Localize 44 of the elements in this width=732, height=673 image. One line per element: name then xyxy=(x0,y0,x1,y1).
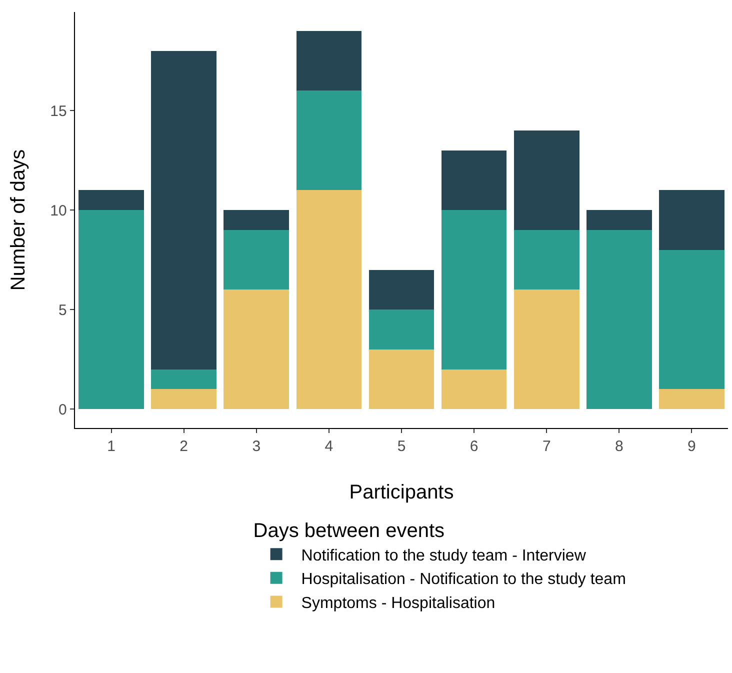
x-tick-label: 2 xyxy=(180,438,188,456)
bar xyxy=(441,210,507,370)
bar xyxy=(659,250,724,390)
bar xyxy=(296,30,362,91)
legend-label: Symptoms - Hospitalisation xyxy=(301,594,496,612)
bar xyxy=(151,50,216,370)
bar xyxy=(151,369,216,390)
y-axis-title: Number of days xyxy=(8,149,30,291)
x-tick-label: 4 xyxy=(324,438,334,456)
x-tick-label: 6 xyxy=(470,438,478,456)
bar xyxy=(224,230,290,290)
bar xyxy=(224,290,290,410)
bar xyxy=(296,90,362,190)
bar xyxy=(78,210,144,410)
y-tick-label: 10 xyxy=(50,202,67,220)
bar xyxy=(441,369,507,410)
bar xyxy=(78,190,144,210)
x-tick-label: 9 xyxy=(688,438,696,456)
bar xyxy=(441,150,507,210)
bar xyxy=(368,310,434,350)
bar xyxy=(514,230,580,290)
y-tick-label: 0 xyxy=(58,401,67,418)
bar xyxy=(586,230,652,410)
bar xyxy=(659,190,724,250)
x-tick-label: 3 xyxy=(252,438,261,456)
legend-label: Notification to the study team - Interview xyxy=(301,547,586,564)
bar xyxy=(224,210,290,230)
bar xyxy=(296,190,362,410)
legend-label: Hospitalisation - Notification to the study team xyxy=(301,571,626,588)
x-tick-label: 8 xyxy=(615,438,624,456)
bar xyxy=(514,130,580,230)
bar xyxy=(368,349,434,410)
y-tick-label: 5 xyxy=(58,302,67,319)
x-tick-label: 5 xyxy=(397,438,406,456)
bar xyxy=(659,389,724,410)
bar xyxy=(368,270,434,310)
x-tick-label: 1 xyxy=(107,438,116,456)
bar xyxy=(514,290,580,410)
bar xyxy=(151,389,216,410)
x-axis-title: Participants xyxy=(349,481,454,504)
y-tick-label: 15 xyxy=(50,102,67,120)
bar xyxy=(586,210,652,230)
legend-title: Days between events xyxy=(253,520,445,542)
x-tick-label: 7 xyxy=(542,438,551,456)
